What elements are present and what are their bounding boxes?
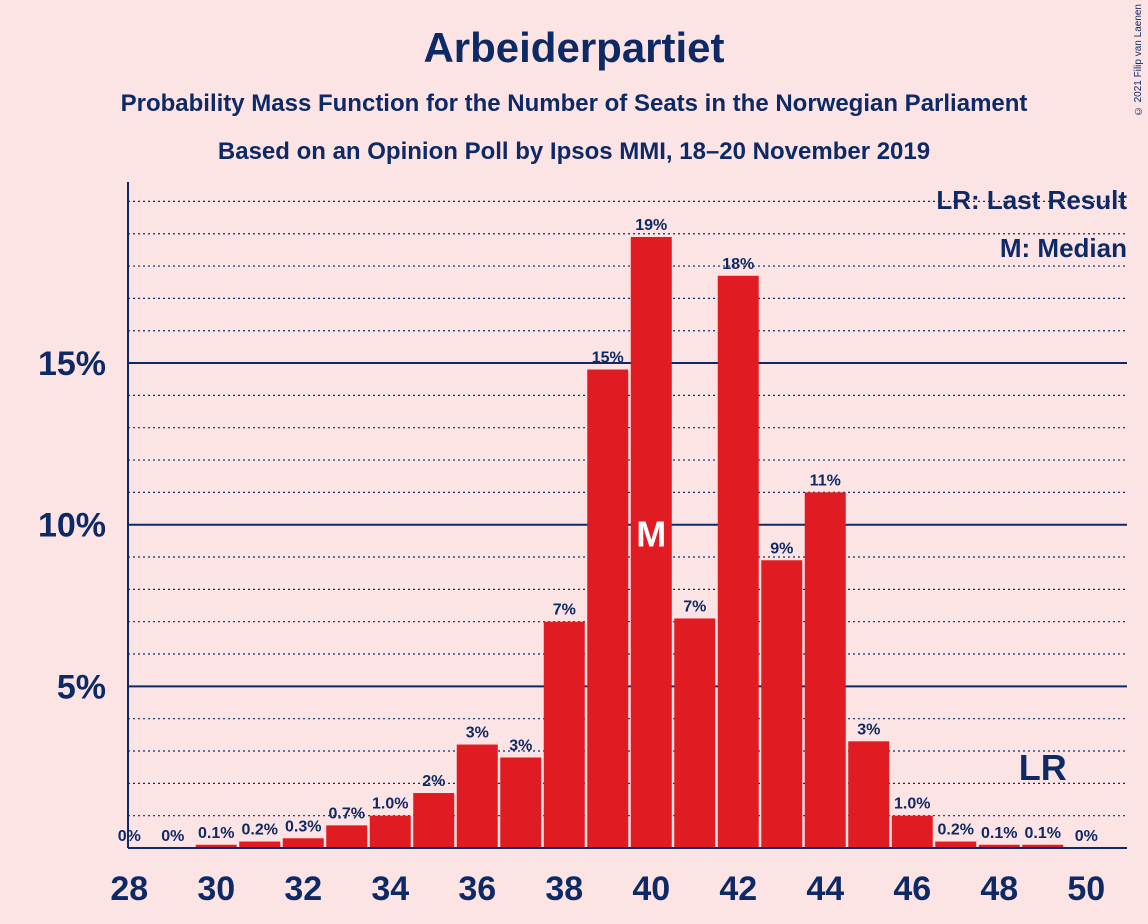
x-tick-label: 46 <box>893 870 931 908</box>
bar-seat-47 <box>935 841 977 848</box>
data-label-seat-35: 2% <box>422 773 445 790</box>
data-label-seat-44: 11% <box>810 472 841 489</box>
bar-seat-31 <box>239 841 281 848</box>
data-label-seat-36: 3% <box>466 725 489 742</box>
x-tick-label: 28 <box>110 870 148 908</box>
data-label-seat-41: 7% <box>683 598 706 615</box>
data-label-seat-40: 19% <box>635 217 667 234</box>
bar-seat-49 <box>1022 844 1064 848</box>
data-label-seat-31: 0.2% <box>242 822 278 839</box>
data-label-seat-42: 18% <box>722 256 754 273</box>
bar-seat-46 <box>891 815 933 848</box>
chart-subtitle-2: Based on an Opinion Poll by Ipsos MMI, 1… <box>217 138 931 165</box>
bar-seat-39 <box>587 369 629 848</box>
x-tick-label: 40 <box>632 870 670 908</box>
y-tick-label: 10% <box>38 507 106 545</box>
x-tick-label: 38 <box>545 870 583 908</box>
x-tick-label: 32 <box>284 870 322 908</box>
bar-seat-41 <box>674 618 716 848</box>
bar-seat-45 <box>848 741 890 848</box>
bar-seat-44 <box>804 492 846 848</box>
bar-seat-37 <box>500 757 542 848</box>
data-label-seat-50: 0% <box>1075 828 1098 845</box>
grid-lines <box>128 200 1127 817</box>
data-label-seat-45: 3% <box>857 721 880 738</box>
bar-seat-48 <box>978 844 1020 848</box>
x-tick-label: 50 <box>1067 870 1105 908</box>
tick-labels: 28 30 32 34 36 38 40 42 44 46 48 50 5% 10% 15% <box>38 345 1105 908</box>
data-labels: 0% 0% 0.1% 0.2% 0.3% 0.7% 1.0% 2% 3% 3% 7% 15% 19% 7%… <box>118 217 1098 845</box>
data-label-seat-32: 0.3% <box>285 818 321 835</box>
data-label-seat-47: 0.2% <box>938 822 974 839</box>
data-label-seat-29: 0% <box>161 828 184 845</box>
chart-subtitle-1: Probability Mass Function for the Number… <box>120 90 1028 117</box>
bar-seat-40 <box>630 236 672 848</box>
data-label-seat-46: 1.0% <box>894 796 930 813</box>
bar-seat-32 <box>282 838 324 848</box>
y-tick-label: 15% <box>38 345 106 383</box>
data-label-seat-34: 1.0% <box>372 796 408 813</box>
chart-title: Arbeiderpartiet <box>423 24 725 71</box>
x-tick-label: 36 <box>458 870 496 908</box>
bar-seat-34 <box>369 815 411 848</box>
y-tick-label: 5% <box>57 668 106 706</box>
bar-seat-35 <box>413 793 455 848</box>
bar-seat-43 <box>761 560 803 848</box>
data-label-seat-38: 7% <box>553 602 576 619</box>
x-tick-label: 48 <box>980 870 1018 908</box>
last-result-marker: LR <box>1019 747 1067 788</box>
x-tick-label: 30 <box>197 870 235 908</box>
x-tick-label: 44 <box>806 870 844 908</box>
x-tick-label: 34 <box>371 870 409 908</box>
x-tick-label: 42 <box>719 870 757 908</box>
axes <box>127 182 1127 849</box>
data-label-seat-37: 3% <box>509 737 532 754</box>
bar-seat-42 <box>717 275 759 848</box>
legend-median: M: Median <box>1000 233 1127 263</box>
data-label-seat-33: 0.7% <box>329 805 365 822</box>
data-label-seat-28: 0% <box>118 828 141 845</box>
bar-seat-30 <box>195 844 237 848</box>
bar-seat-33 <box>326 825 368 848</box>
bar-seat-36 <box>456 744 498 848</box>
data-label-seat-48: 0.1% <box>981 825 1017 842</box>
bars <box>195 236 1064 848</box>
data-label-seat-49: 0.1% <box>1025 825 1061 842</box>
legend-last-result: LR: Last Result <box>936 185 1127 215</box>
data-label-seat-39: 15% <box>592 350 624 367</box>
data-label-seat-43: 9% <box>770 540 793 557</box>
data-label-seat-30: 0.1% <box>198 825 234 842</box>
bar-seat-38 <box>543 621 585 848</box>
median-marker: M <box>636 513 666 554</box>
markers: M LR <box>636 513 1067 788</box>
